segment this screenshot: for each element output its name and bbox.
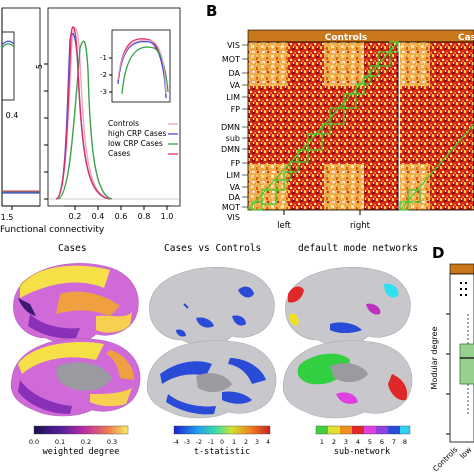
row-dmn-top: DMN [221,123,240,132]
wd-tick-0: 0.0 [29,438,39,446]
row-va-bottom: VA [230,183,241,192]
t-tick-3: 3 [255,439,259,446]
panel-d-xlabel-controls: Controls [431,445,459,473]
boxplot-box [459,343,474,385]
wd-tick-3: 0.3 [107,438,117,446]
sub-tick-1: 1 [320,438,324,446]
sub-tick-4: 4 [356,438,360,446]
panel-d-label: D [432,244,445,262]
panel-d-ylabel: Modular degree [430,326,439,389]
t-tick-4: 4 [266,439,270,446]
legend-low-crp: low CRP Cases [108,139,163,148]
row-va-top: VA [230,81,241,90]
main-y-ticks: 5 [35,63,48,200]
matrix-diagonal-blocks [247,41,474,211]
wd-tick-2: 0.2 [81,438,91,446]
t-tick-m4: -4 [173,439,179,446]
t-tick-0: 0 [220,439,224,446]
matrix-header-cases: Cases [458,33,474,43]
title-cases-vs-controls: Cases vs Controls [164,243,262,254]
sub-tick-6: 6 [380,438,384,446]
left-tick-04: 0.4 [6,111,19,120]
row-sub: sub [226,134,240,143]
t-tick-m1: -1 [208,439,214,446]
row-da-top: DA [229,69,241,78]
matrix-row-labels: VIS MOT DA VA LIM FP DMN sub DMN FP LIM … [221,41,241,222]
row-fp-top: FP [231,105,241,114]
t-label: t-statistic [194,447,250,457]
inset-y-m1: -1 [100,54,107,62]
sub-tick-2: 2 [332,438,336,446]
sub-tick-7: 7 [392,438,396,446]
colorbar-weighted-degree: 0.0 0.1 0.2 0.3 weighted degree [29,425,129,457]
panel-c: 0.0 0.1 0.2 0.3 weighted degree -4 -3 -2… [10,263,413,457]
title-cases: Cases [58,243,87,254]
row-dmn-bottom: DMN [221,145,240,154]
matrix-x-left: left [277,221,291,231]
legend-cases: Cases [108,149,130,158]
matrix-header-controls: Controls [325,33,368,43]
matrix-x-right: right [350,221,371,231]
inset-y-m3: -3 [100,88,107,96]
main-y-5: 5 [35,64,44,69]
panel-b: Controls Cases VIS MOT [221,29,474,231]
colorbar-sub-network: 1 2 3 4 5 6 7 8 sub-network [315,425,411,457]
row-mot-top: MOT [222,55,240,64]
t-tick-1: 1 [232,439,236,446]
curve-cases [55,26,111,200]
title-dmn: default mode networks [298,243,419,254]
row-lim-top: LIM [226,93,240,102]
x-tick-10: 1.0 [161,212,174,221]
panel-b-label: B [206,2,218,20]
x-tick-08: 0.8 [138,212,151,221]
x-tick-02: 0.2 [69,212,82,221]
sub-tick-5: 5 [368,438,372,446]
panel-a-xlabel: Functional connectivity [0,225,105,235]
panel-a: 0.4 1.5 5 0.2 0.4 0.6 0.8 1.0 [0,7,181,235]
panel-a-main-plot: 5 0.2 0.4 0.6 0.8 1.0 [35,7,181,221]
t-tick-m2: -2 [196,439,202,446]
sub-tick-8: 8 [403,438,407,446]
brain-cases-medial [10,338,141,417]
left-tick-15: 1.5 [1,213,14,222]
panel-a-inset: -1 -2 -3 [100,29,171,103]
wd-label: weighted degree [43,447,120,457]
row-fp-bottom: FP [231,159,241,168]
panel-a-legend: Controls high CRP Cases low CRP Cases Ca… [108,119,178,158]
row-lim-bottom: LIM [226,171,240,180]
x-tick-06: 0.6 [115,212,128,221]
row-da-bottom: DA [229,193,241,202]
row-vis-top: VIS [227,41,240,50]
sub-label: sub-network [334,447,390,457]
brain-cases-lateral [13,263,139,344]
panel-d-xlabel-low: low [458,445,473,460]
legend-high-crp: high CRP Cases [108,129,166,138]
row-mot-bottom: MOT [222,203,240,212]
colorbar-t-statistic: -4 -3 -2 -1 0 1 2 3 4 t-statistic [173,425,271,457]
brain-tstat-lateral [149,267,275,346]
t-tick-m3: -3 [184,439,190,446]
t-tick-2: 2 [244,439,248,446]
brain-tstat-medial [146,340,277,419]
main-x-ticks: 0.2 0.4 0.6 0.8 1.0 [69,206,174,221]
brain-dmn-medial [282,340,413,419]
panel-a-left-plot: 0.4 1.5 [1,7,41,222]
curve-low-crp [57,40,113,200]
inset-y-m2: -2 [100,71,107,79]
panel-d: Modular degree Controls low [430,263,474,473]
x-tick-04: 0.4 [92,212,105,221]
wd-tick-1: 0.1 [55,438,65,446]
row-vis-bottom: VIS [227,213,240,222]
legend-controls: Controls [108,119,139,128]
brain-dmn-lateral [285,267,411,346]
sub-tick-3: 3 [344,438,348,446]
